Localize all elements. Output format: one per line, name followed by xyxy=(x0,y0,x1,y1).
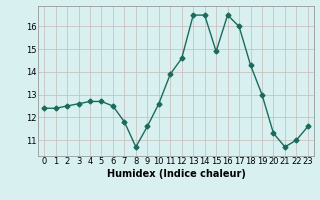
X-axis label: Humidex (Indice chaleur): Humidex (Indice chaleur) xyxy=(107,169,245,179)
